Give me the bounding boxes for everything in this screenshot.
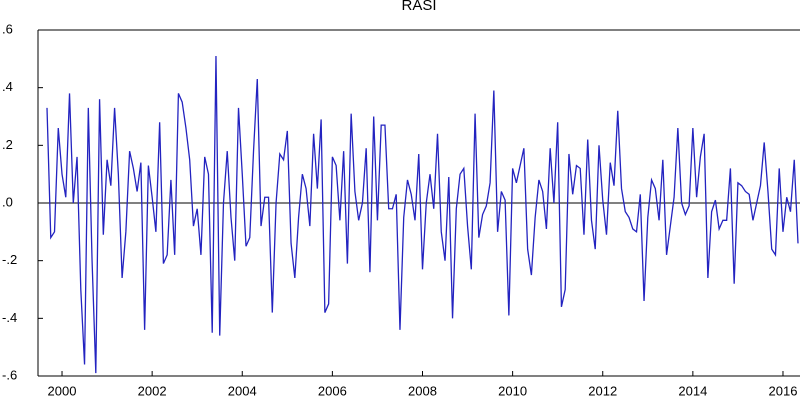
series-line <box>46 55 799 374</box>
x-tick-label: 2008 <box>408 383 437 398</box>
x-tick-label: 2000 <box>48 383 77 398</box>
y-tick-label: -.2 <box>2 252 17 267</box>
x-tick-label: 2012 <box>588 383 617 398</box>
y-tick-label: -.6 <box>2 367 17 382</box>
y-tick-label: -.4 <box>2 310 17 325</box>
x-tick-label: 2004 <box>228 383 257 398</box>
y-tick-label: .4 <box>2 79 13 94</box>
y-tick-label: .6 <box>2 21 13 36</box>
plot-area <box>38 55 800 374</box>
x-tick-label: 2014 <box>678 383 707 398</box>
x-tick-label: 2016 <box>769 383 798 398</box>
x-tick-label: 2006 <box>318 383 347 398</box>
y-tick-label: .2 <box>2 137 13 152</box>
chart-title: RASI <box>401 0 436 14</box>
x-tick-label: 2010 <box>498 383 527 398</box>
y-tick-label: .0 <box>2 194 13 209</box>
x-tick-label: 2002 <box>138 383 167 398</box>
